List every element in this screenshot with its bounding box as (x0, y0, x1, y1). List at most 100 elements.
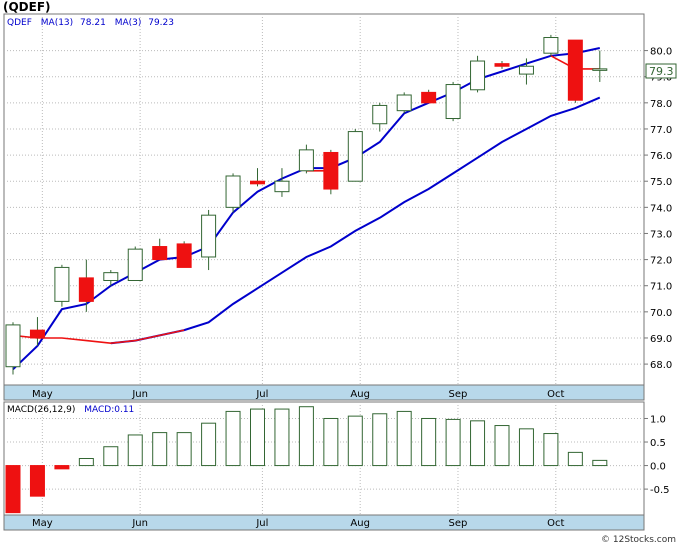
last-price-marker: 79.3 (645, 63, 677, 79)
candle-body-down (78, 277, 94, 302)
macd-bar (543, 433, 559, 467)
last-price-label: 79.3 (649, 65, 674, 78)
macd-bar (347, 415, 363, 467)
price-tick-label: 72.0 (650, 256, 672, 267)
price-axis: 68.0 69.0 70.0 71.0 72.0 73.0 74.0 75.0 76.0 77.0… (644, 47, 672, 371)
candle-body-up (274, 180, 290, 193)
candle-body-down (567, 39, 583, 101)
candle-body-up (201, 214, 217, 258)
candle (372, 102, 388, 132)
legend-ma3-value: 79.23 (148, 18, 174, 28)
price-tick-label: 75.0 (650, 177, 672, 188)
candle-body-down (421, 91, 437, 104)
candle-body-up (445, 84, 461, 120)
candle-body-up (396, 94, 412, 112)
macd-bar (127, 434, 143, 467)
price-tick-label: 70.0 (650, 308, 672, 319)
candle-body-up (127, 248, 143, 281)
candle-body-up (298, 149, 314, 172)
macd-legend-label: MACD(26,12,9) (7, 405, 75, 415)
candle (298, 144, 314, 174)
candle (543, 34, 559, 56)
macd-month-label: Jul (255, 518, 268, 529)
price-tick-label: 68.0 (650, 360, 672, 371)
macd-legend: MACD(26,12,9) MACD:0.11 (7, 405, 134, 415)
candle (5, 322, 21, 375)
candle-body-up (518, 65, 534, 75)
macd-bar (29, 465, 45, 497)
candle-body-down (323, 151, 339, 190)
macd-bar (54, 465, 70, 470)
candle (323, 149, 339, 195)
legend-ma13-value: 78.21 (80, 18, 106, 28)
macd-month-labels: May Jun Jul Aug Sep Oct (32, 518, 565, 529)
price-month-label: Aug (350, 389, 370, 400)
legend-ma13-label: MA(13) (41, 18, 73, 28)
price-month-label: Jul (255, 389, 268, 400)
candle (250, 168, 265, 187)
candle (274, 168, 290, 197)
candle (494, 61, 510, 69)
candle (445, 81, 461, 122)
price-month-label: Sep (449, 389, 468, 400)
price-tick-label: 73.0 (650, 229, 672, 240)
price-month-band (3, 384, 645, 401)
candle-body-down (494, 63, 510, 67)
candle (470, 55, 486, 93)
macd-month-label: Aug (350, 518, 370, 529)
price-tick-label: 71.0 (650, 282, 672, 293)
macd-bar (225, 410, 241, 467)
macd-bar (567, 451, 583, 467)
candle (29, 317, 45, 346)
candle (421, 89, 437, 104)
candle (78, 259, 94, 312)
macd-bars (5, 406, 608, 514)
candle (127, 246, 143, 281)
legend-ticker: QDEF (7, 18, 32, 28)
macd-axis: 1.0 0.5 0.0 -0.5 (644, 414, 670, 496)
macd-bar (323, 417, 339, 467)
candle-body-up (103, 272, 119, 281)
price-tick-label: 76.0 (650, 151, 672, 162)
candle-body-down (176, 243, 192, 268)
candle-body-down (250, 180, 265, 185)
candle (152, 238, 168, 261)
candle-body-up (347, 131, 363, 182)
candle-body-up (372, 104, 388, 125)
candle (518, 58, 534, 85)
price-tick-label: 69.0 (650, 334, 672, 345)
macd-bar (5, 465, 21, 514)
macd-bar (78, 458, 94, 467)
macd-bar (176, 432, 192, 467)
price-month-label: Jun (131, 389, 148, 400)
candle (347, 128, 363, 182)
candle-body-down (29, 329, 45, 339)
macd-bar (250, 408, 265, 467)
macd-month-label: Sep (449, 518, 468, 529)
macd-tick-label: 1.0 (650, 414, 666, 425)
macd-bar (372, 413, 388, 467)
price-month-labels: May Jun Jul Aug Sep Oct (32, 389, 565, 400)
chart-title: (QDEF) (3, 0, 51, 14)
macd-bar (494, 425, 510, 467)
candle (103, 270, 119, 286)
macd-bar (396, 410, 412, 467)
macd-bar (470, 420, 486, 467)
macd-tick-label: -0.5 (650, 485, 670, 496)
price-tick-label: 77.0 (650, 125, 672, 136)
macd-month-label: May (32, 518, 53, 529)
credit-text: © 12Stocks.com (601, 535, 676, 545)
macd-month-band (3, 514, 645, 531)
candle-body-up (592, 68, 608, 71)
macd-bar (518, 428, 534, 467)
price-tick-label: 74.0 (650, 203, 672, 214)
candle-body-up (54, 266, 70, 302)
macd-bar (592, 459, 608, 467)
candle (225, 173, 241, 213)
price-legend: QDEF MA(13) 78.21 MA(3) 79.23 (7, 18, 174, 28)
macd-bar (421, 417, 437, 467)
macd-tick-label: 0.0 (650, 462, 666, 473)
candle (592, 50, 608, 82)
ma-long-line (110, 96, 601, 345)
